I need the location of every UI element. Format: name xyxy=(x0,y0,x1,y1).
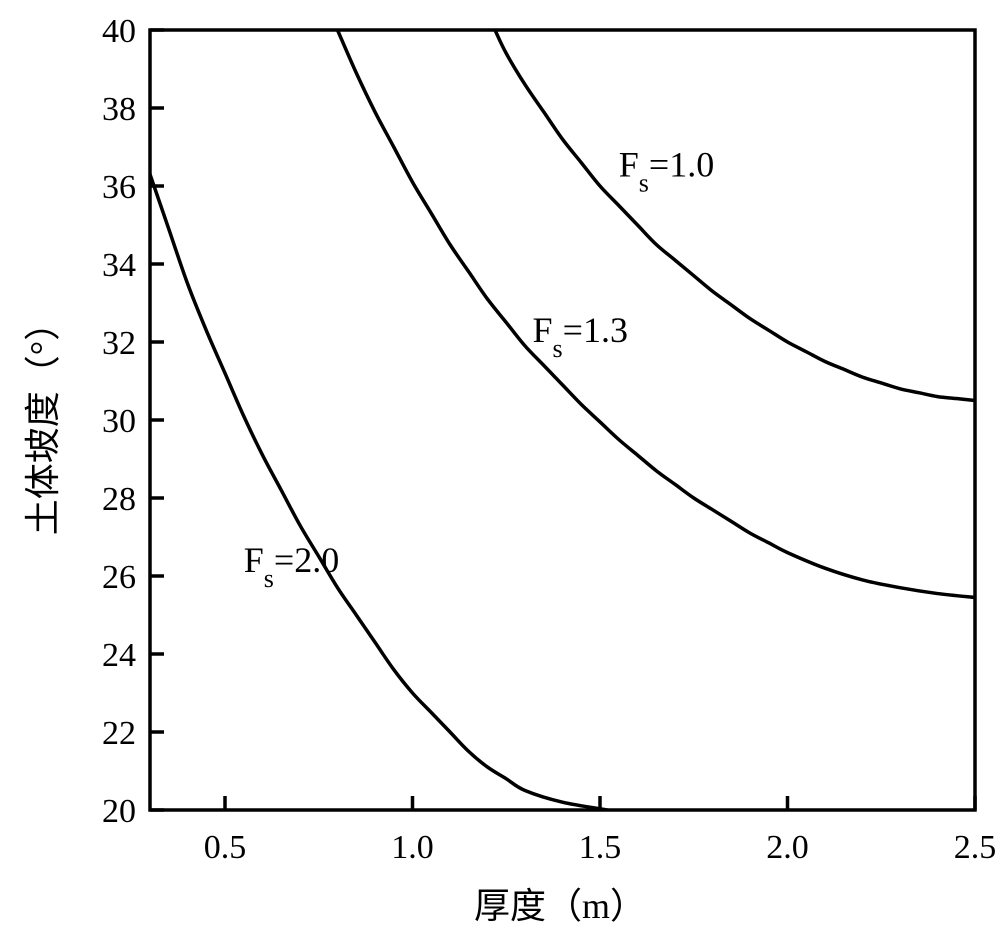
y-tick-label: 22 xyxy=(102,715,136,752)
y-tick-label: 30 xyxy=(102,403,136,440)
y-axis-label: 土体坡度（°） xyxy=(23,305,63,535)
x-tick-label: 1.0 xyxy=(391,829,434,866)
x-tick-label: 1.5 xyxy=(579,829,622,866)
y-tick-label: 36 xyxy=(102,169,136,206)
x-tick-label: 2.0 xyxy=(766,829,809,866)
y-tick-label: 34 xyxy=(102,247,136,284)
x-tick-label: 0.5 xyxy=(204,829,247,866)
y-tick-label: 24 xyxy=(102,637,136,674)
y-tick-label: 20 xyxy=(102,793,136,830)
y-tick-label: 40 xyxy=(102,13,136,50)
x-axis-label: 厚度（m） xyxy=(474,886,646,926)
chart-container: 0.5 1.0 1.5 2.0 2.5 20 22 24 26 28 30 32 34 36 38 40 厚度（… xyxy=(0,0,1000,946)
y-tick-label: 26 xyxy=(102,559,136,596)
y-tick-label: 28 xyxy=(102,481,136,518)
x-tick-label: 2.5 xyxy=(954,829,997,866)
y-tick-label: 38 xyxy=(102,91,136,128)
line-chart: 0.5 1.0 1.5 2.0 2.5 20 22 24 26 28 30 32 34 36 38 40 厚度（… xyxy=(0,0,1000,946)
y-tick-label: 32 xyxy=(102,325,136,362)
